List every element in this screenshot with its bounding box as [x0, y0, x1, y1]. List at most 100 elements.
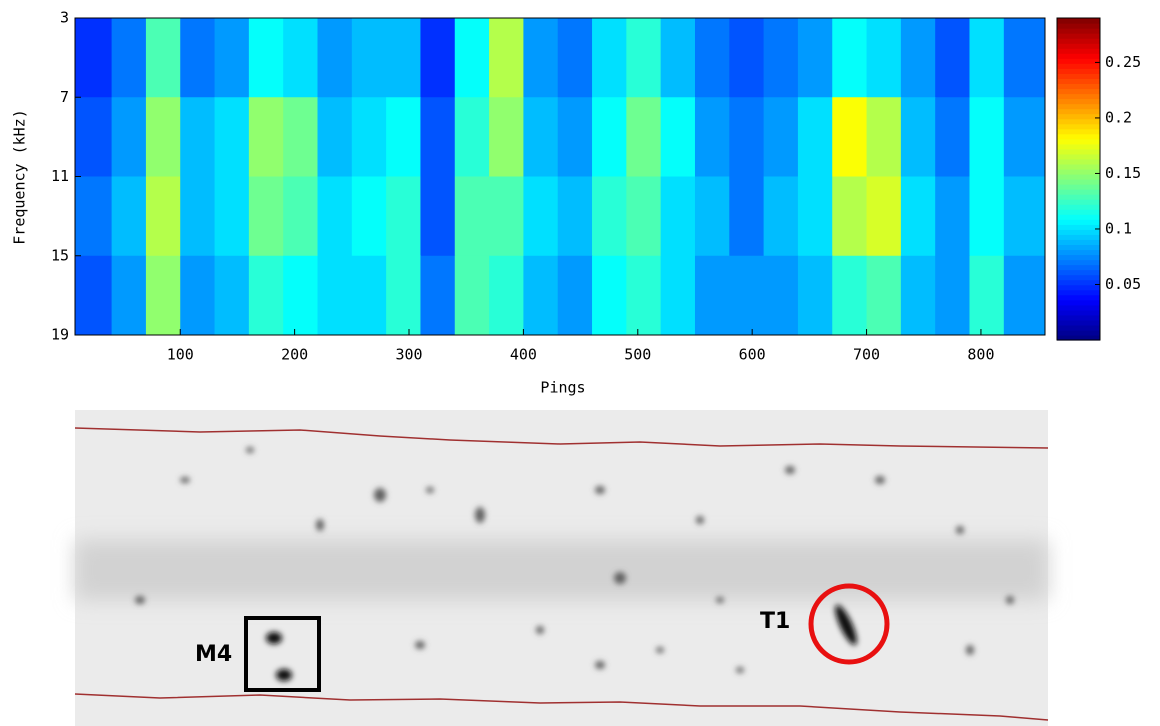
colorbar-step: [1057, 249, 1100, 256]
heat-cell: [969, 176, 1005, 257]
heat-cell: [386, 97, 421, 177]
annotation-label: M4: [195, 642, 232, 667]
colorbar-step: [1057, 158, 1100, 165]
heat-cell: [660, 255, 696, 336]
heat-cell: [1003, 176, 1046, 257]
heat-cell: [729, 176, 765, 257]
heat-cell: [75, 18, 113, 98]
colorbar-step: [1057, 78, 1100, 85]
heat-cell: [763, 176, 799, 257]
heat-cell: [111, 255, 147, 336]
heat-cell: [626, 176, 662, 257]
colorbar-step: [1057, 334, 1100, 341]
colorbar-step: [1057, 279, 1100, 286]
heat-cell: [214, 18, 250, 98]
heat-cell: [489, 97, 524, 177]
colorbar-step: [1057, 53, 1100, 59]
heat-cell: [454, 97, 490, 177]
colorbar-step: [1057, 133, 1100, 140]
colorbar-step: [1057, 304, 1100, 311]
colorbar-step: [1057, 98, 1100, 105]
x-tick-label: 500: [624, 346, 651, 364]
boundary-line: [74, 693, 1049, 721]
heat-cell: [969, 18, 1005, 98]
colorbar-step: [1057, 23, 1100, 29]
colorbar-step: [1057, 58, 1100, 64]
colorbar-frame: [1056, 17, 1101, 341]
colorbar-step: [1057, 18, 1100, 24]
colorbar-step: [1057, 28, 1100, 34]
colorbar-step: [1057, 128, 1100, 135]
x-tick-label: 400: [510, 346, 537, 364]
heat-cell: [797, 18, 833, 98]
heat-cell: [145, 18, 181, 98]
heat-cell: [145, 176, 181, 257]
colorbar-step: [1057, 284, 1100, 291]
heat-cell: [729, 18, 765, 98]
heat-cell: [523, 176, 559, 257]
heat-cell: [935, 255, 971, 336]
heat-cell: [386, 255, 421, 336]
heat-cell: [969, 97, 1005, 177]
heat-cell: [317, 18, 353, 98]
heat-cell: [111, 18, 147, 98]
colorbar-step: [1057, 299, 1100, 306]
annotation-label: T1: [760, 609, 790, 634]
colorbar-step: [1057, 108, 1100, 115]
heat-cell: [557, 18, 593, 98]
colorbar-tick-label: 0.2: [1105, 108, 1132, 126]
heat-cell: [694, 255, 730, 336]
colorbar-step: [1057, 43, 1100, 49]
heat-cell: [523, 18, 559, 98]
heat-cell: [626, 18, 662, 98]
heat-cell: [763, 255, 799, 336]
y-tick-label: 3: [60, 9, 69, 27]
colorbar-step: [1057, 219, 1100, 225]
colorbar-step: [1057, 184, 1100, 190]
colorbar-step: [1057, 173, 1100, 180]
heat-cell: [763, 18, 799, 98]
colorbar-step: [1057, 224, 1100, 230]
colorbar-step: [1057, 68, 1100, 74]
heat-cell: [214, 97, 250, 177]
heat-cell: [866, 255, 902, 336]
heat-cell: [75, 176, 113, 257]
colorbar-step: [1057, 143, 1100, 150]
heat-cell: [75, 97, 113, 177]
x-tick-label: 700: [853, 346, 880, 364]
heat-cell: [832, 176, 868, 257]
colorbar-step: [1057, 234, 1100, 240]
colorbar-step: [1057, 179, 1100, 185]
heat-cell: [420, 97, 456, 177]
heat-cell: [866, 97, 902, 177]
colorbar-step: [1057, 73, 1100, 79]
colorbar-step: [1057, 324, 1100, 331]
heat-cell: [317, 255, 353, 336]
heat-cell: [900, 97, 936, 177]
colorbar: [1057, 18, 1100, 341]
heat-cell: [283, 255, 318, 336]
heat-cell: [900, 176, 936, 257]
heat-cell: [1003, 97, 1046, 177]
heat-cell: [969, 255, 1005, 336]
colorbar-step: [1057, 239, 1100, 246]
heat-cell: [111, 97, 147, 177]
heat-cell: [523, 255, 559, 336]
heat-cell: [248, 255, 284, 336]
heat-cell: [660, 18, 696, 98]
colorbar-step: [1057, 88, 1100, 95]
heat-cell: [454, 18, 490, 98]
x-axis-label: Pings: [540, 379, 585, 397]
colorbar-step: [1057, 48, 1100, 54]
colorbar-step: [1057, 118, 1100, 125]
heat-cell: [454, 255, 490, 336]
heat-cell: [797, 255, 833, 336]
heat-cell: [317, 176, 353, 257]
m4-box: [244, 616, 321, 692]
heat-cell: [935, 97, 971, 177]
heat-cell: [248, 176, 284, 257]
colorbar-step: [1057, 244, 1100, 251]
heat-cell: [935, 18, 971, 98]
heat-cell: [694, 97, 730, 177]
y-tick-label: 7: [60, 88, 69, 106]
